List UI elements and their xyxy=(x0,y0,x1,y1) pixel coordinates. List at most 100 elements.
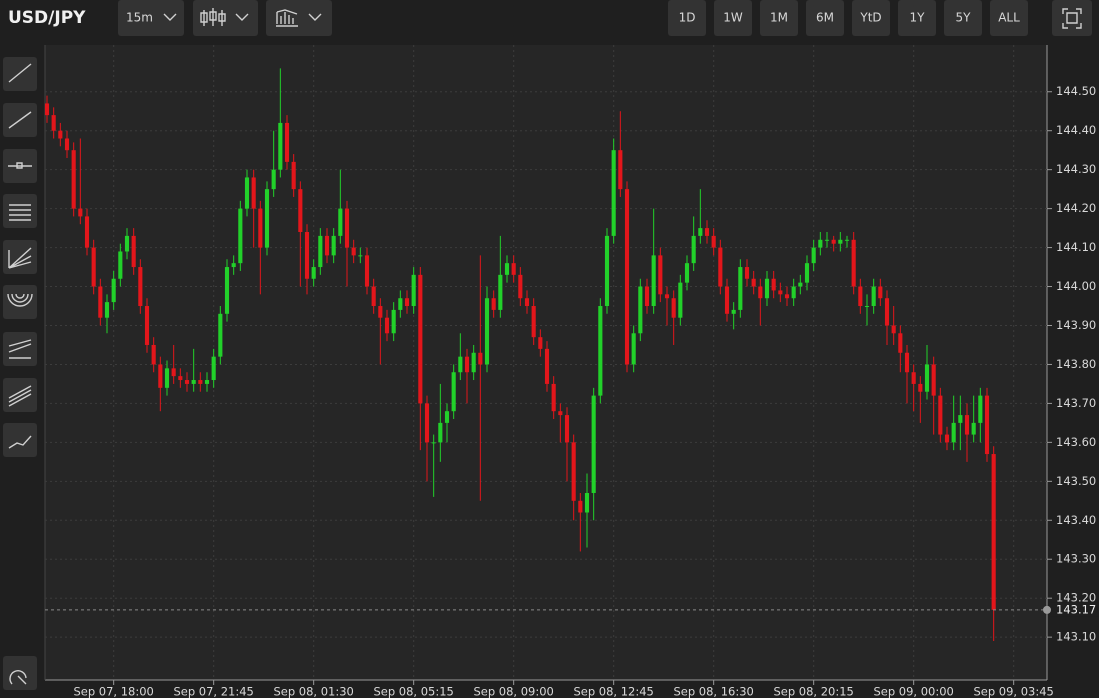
candle-body xyxy=(58,130,63,139)
last-price-box xyxy=(1051,602,1099,617)
interval-button[interactable] xyxy=(118,0,184,36)
candle-body xyxy=(664,294,670,299)
candle-body xyxy=(158,364,163,388)
candle-body xyxy=(624,189,630,365)
tool-button[interactable] xyxy=(3,423,37,457)
candle-body xyxy=(451,372,456,412)
candle-body xyxy=(224,267,230,314)
candle-body xyxy=(678,282,683,318)
y-tick-label: 144.50 xyxy=(1056,84,1096,98)
candle-body xyxy=(78,208,83,217)
candle-body xyxy=(151,344,156,365)
candle-body xyxy=(771,278,776,291)
candle-body xyxy=(911,372,916,384)
candle-body xyxy=(618,150,623,190)
candle-body xyxy=(831,239,836,244)
range-button[interactable] xyxy=(760,0,798,36)
candle-body xyxy=(738,267,743,310)
range-label: 5Y xyxy=(956,11,972,25)
range-button[interactable] xyxy=(944,0,982,36)
tool-button[interactable] xyxy=(3,240,37,274)
candle-body xyxy=(758,286,763,299)
x-tick-label: Sep 08, 20:15 xyxy=(773,685,853,698)
candle-body xyxy=(344,208,350,248)
candle-body xyxy=(644,286,650,307)
candle-body xyxy=(251,177,256,209)
range-button[interactable] xyxy=(990,0,1028,36)
x-tick-label: Sep 07, 18:00 xyxy=(73,685,153,698)
candle-body xyxy=(271,169,276,190)
candle-body xyxy=(384,317,390,334)
candle-body xyxy=(731,309,736,314)
candle-body xyxy=(244,177,250,209)
candle-body xyxy=(491,298,496,310)
candle-body xyxy=(398,298,403,310)
candle-body xyxy=(211,356,216,381)
candle-body xyxy=(304,231,310,279)
y-tick-label: 143.80 xyxy=(1056,357,1096,371)
candle-body xyxy=(144,306,150,345)
indicator-button[interactable] xyxy=(266,0,332,36)
candle-icon xyxy=(200,8,226,26)
x-tick-label: Sep 08, 12:45 xyxy=(573,685,653,698)
candle-body xyxy=(511,263,516,275)
candle-body xyxy=(684,263,690,283)
candle-body xyxy=(204,380,210,384)
x-tick-label: Sep 07, 21:45 xyxy=(173,685,253,698)
range-button[interactable] xyxy=(852,0,890,36)
fullscreen-button[interactable] xyxy=(1052,0,1092,36)
candle-body xyxy=(378,306,383,318)
range-label: 1D xyxy=(679,11,696,25)
range-button[interactable] xyxy=(806,0,844,36)
pitchfork-icon xyxy=(8,385,32,407)
candle-body xyxy=(538,337,543,349)
range-button[interactable] xyxy=(898,0,936,36)
dropdown-icon xyxy=(235,13,249,21)
y-tick-label: 143.40 xyxy=(1056,513,1096,527)
candle-body xyxy=(218,313,223,357)
candle-body xyxy=(231,263,236,268)
candle-body xyxy=(198,380,203,384)
candle-body xyxy=(884,298,890,326)
tool-button[interactable] xyxy=(3,57,37,91)
arc-icon xyxy=(7,293,33,307)
y-tick-label: 144.40 xyxy=(1056,123,1096,137)
candle-body xyxy=(71,150,76,209)
candle-body xyxy=(364,255,370,287)
top-bar: USD/JPY 15m 1D 1W 1M 6M YtD 1Y 5Y ALL xyxy=(8,0,1092,36)
candle-body xyxy=(811,247,816,264)
tool-button[interactable] xyxy=(3,194,37,228)
candle-body xyxy=(131,235,136,268)
range-button[interactable] xyxy=(668,0,706,36)
tool-button[interactable] xyxy=(3,656,37,690)
candle-body xyxy=(504,263,510,275)
candle-body xyxy=(784,294,790,299)
candle-body xyxy=(138,267,143,307)
tool-button[interactable] xyxy=(3,378,37,412)
candle-body xyxy=(318,235,323,268)
candle-body xyxy=(978,395,983,423)
y-tick-label: 143.90 xyxy=(1056,318,1096,332)
ray-icon xyxy=(8,111,32,129)
range-label: 1Y xyxy=(910,11,926,25)
candle-body xyxy=(418,274,423,404)
candle-body xyxy=(311,267,316,279)
indicator-icon xyxy=(276,9,298,27)
candle-body xyxy=(84,216,90,248)
candle-body xyxy=(751,278,756,287)
candle-body xyxy=(904,352,910,373)
candle-body xyxy=(718,247,723,287)
tool-button[interactable] xyxy=(3,332,37,366)
candle-body xyxy=(958,415,963,423)
trend-line-icon xyxy=(8,63,32,83)
range-button[interactable] xyxy=(714,0,752,36)
y-tick-label: 144.00 xyxy=(1056,279,1096,293)
fib-icon xyxy=(8,339,32,359)
x-tick-label: Sep 08, 05:15 xyxy=(373,685,453,698)
candle-body xyxy=(591,395,596,494)
fan-icon xyxy=(8,247,32,269)
dropdown-icon xyxy=(308,13,322,21)
candle-body xyxy=(438,422,443,443)
candle-body xyxy=(518,274,523,299)
